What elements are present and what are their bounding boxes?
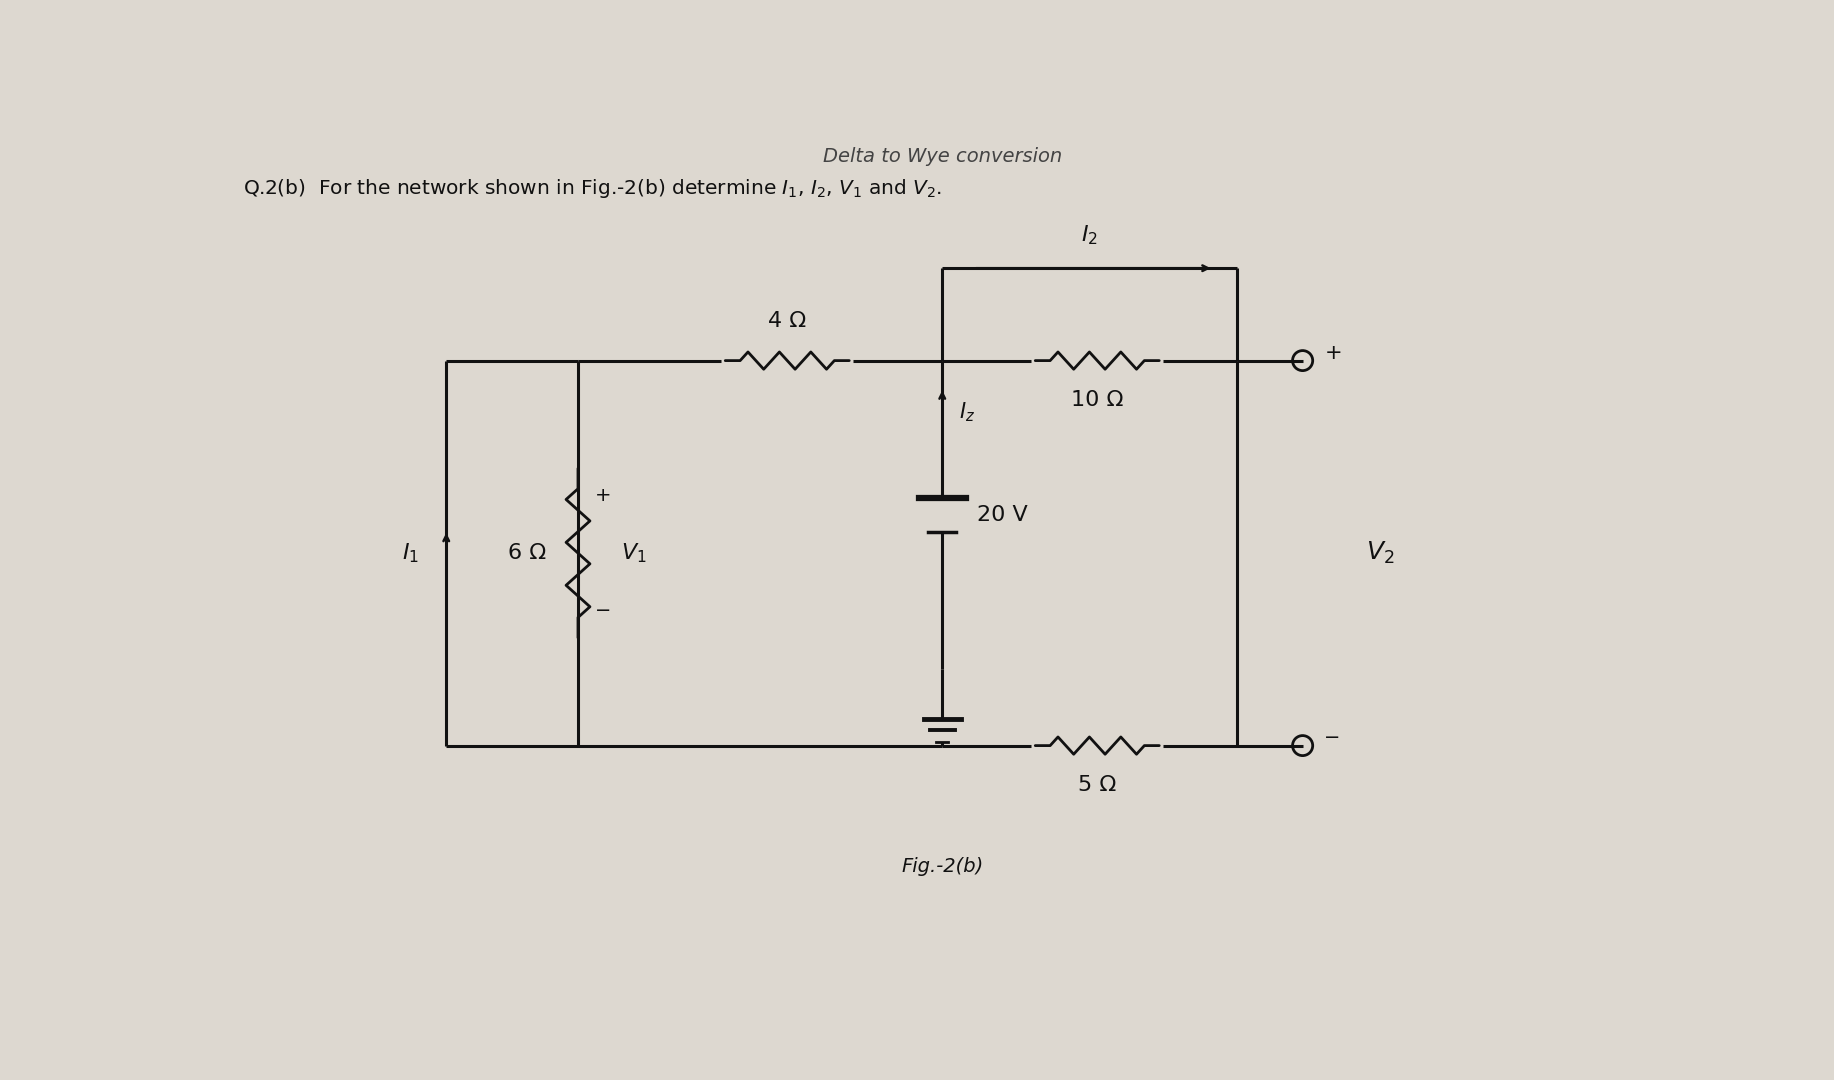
Text: $I_2$: $I_2$ — [1080, 224, 1099, 246]
Text: $I_z$: $I_z$ — [959, 401, 976, 424]
Text: Q.2(b)  For the network shown in Fig.-2(b) determine $I_1$, $I_2$, $V_1$ and $V_: Q.2(b) For the network shown in Fig.-2(b… — [244, 177, 943, 201]
Text: $V_2$: $V_2$ — [1366, 540, 1394, 566]
Text: Fig.-2(b): Fig.-2(b) — [900, 858, 983, 876]
Text: Delta to Wye conversion: Delta to Wye conversion — [823, 147, 1062, 165]
Text: −: − — [1324, 728, 1341, 747]
Text: 4 Ω: 4 Ω — [768, 311, 807, 332]
Text: +: + — [594, 486, 611, 504]
Text: 10 Ω: 10 Ω — [1071, 390, 1124, 409]
Text: −: − — [594, 602, 611, 620]
Text: 6 Ω: 6 Ω — [508, 543, 547, 563]
Text: $V_1$: $V_1$ — [620, 541, 646, 565]
Text: 5 Ω: 5 Ω — [1078, 774, 1117, 795]
Text: 20 V: 20 V — [978, 504, 1027, 525]
Text: $I_1$: $I_1$ — [402, 541, 420, 565]
Text: +: + — [1324, 343, 1342, 363]
